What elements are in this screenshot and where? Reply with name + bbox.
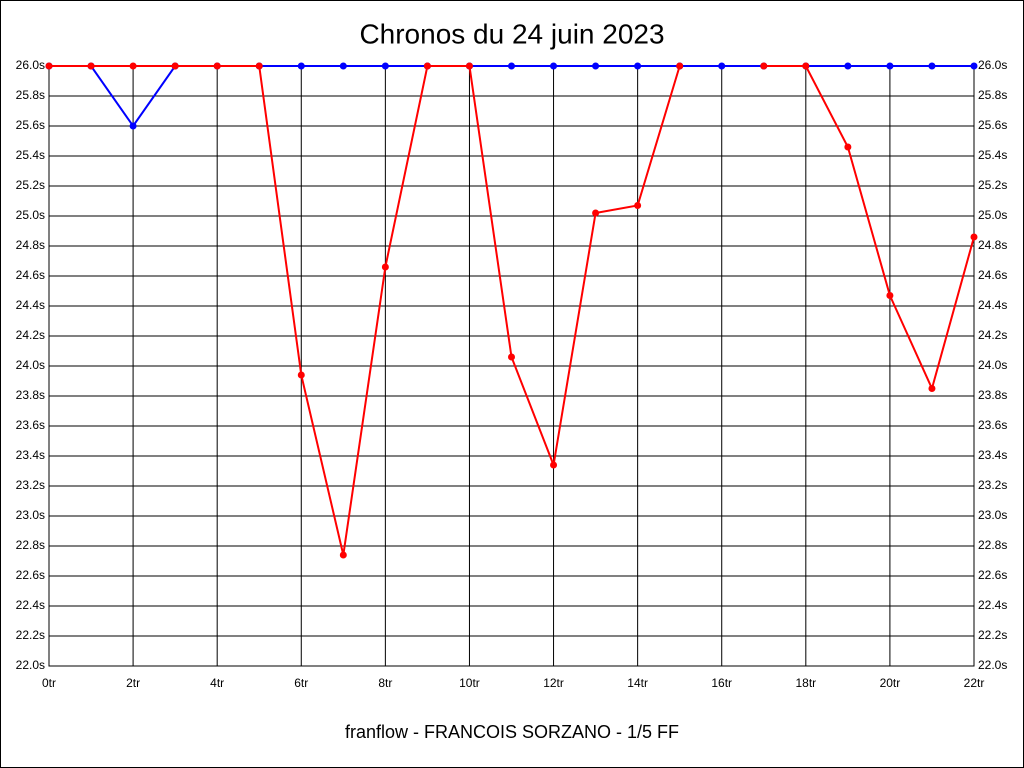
y2-tick-label: 25.0s bbox=[978, 208, 1007, 222]
y2-tick-label: 25.8s bbox=[978, 88, 1007, 102]
y2-tick-label: 24.2s bbox=[978, 328, 1007, 342]
x-tick-label: 20tr bbox=[880, 676, 901, 690]
y-tick-label: 24.8s bbox=[16, 238, 45, 252]
y-tick-label: 23.4s bbox=[16, 448, 45, 462]
y-tick-label: 23.6s bbox=[16, 418, 45, 432]
x-tick-label: 0tr bbox=[42, 676, 56, 690]
x-tick-label: 16tr bbox=[711, 676, 732, 690]
point bbox=[87, 62, 95, 70]
x-tick-label: 2tr bbox=[126, 676, 140, 690]
point bbox=[171, 62, 179, 70]
y2-tick-label: 23.4s bbox=[978, 448, 1007, 462]
y-tick-label: 24.2s bbox=[16, 328, 45, 342]
point bbox=[339, 62, 347, 70]
footer: franflow - FRANCOIS SORZANO - 1/5 FF bbox=[345, 722, 679, 742]
point bbox=[970, 233, 978, 241]
y-tick-label: 22.8s bbox=[16, 538, 45, 552]
point bbox=[844, 143, 852, 151]
point bbox=[886, 62, 894, 70]
y2-tick-label: 25.4s bbox=[978, 148, 1007, 162]
point bbox=[508, 353, 515, 361]
point bbox=[508, 62, 515, 70]
x-tick-label: 12tr bbox=[543, 676, 564, 690]
x-tick-label: 8tr bbox=[378, 676, 392, 690]
point bbox=[297, 371, 305, 379]
point bbox=[928, 385, 936, 392]
y2-tick-label: 23.8s bbox=[978, 388, 1007, 402]
y-tick-label: 25.6s bbox=[16, 118, 45, 132]
y2-tick-label: 22.8s bbox=[978, 538, 1007, 552]
point bbox=[592, 209, 600, 217]
y2-tick-label: 22.4s bbox=[978, 598, 1007, 612]
point bbox=[886, 292, 894, 299]
y2-tick-label: 24.8s bbox=[978, 238, 1007, 252]
y-tick-label: 23.0s bbox=[16, 508, 45, 522]
x-tick-label: 14tr bbox=[627, 676, 648, 690]
point bbox=[718, 62, 726, 70]
y-tick-label: 25.2s bbox=[16, 178, 45, 192]
y2-tick-label: 22.6s bbox=[978, 568, 1007, 582]
point bbox=[339, 551, 347, 559]
point bbox=[634, 62, 642, 70]
point bbox=[213, 62, 221, 70]
point bbox=[844, 62, 852, 70]
y2-tick-label: 26.0s bbox=[978, 58, 1007, 72]
y-tick-label: 23.2s bbox=[16, 478, 45, 492]
point bbox=[381, 263, 389, 271]
point bbox=[634, 202, 642, 209]
x-tick-label: 18tr bbox=[795, 676, 816, 690]
y2-tick-label: 23.2s bbox=[978, 478, 1007, 492]
y-tick-label: 25.4s bbox=[16, 148, 45, 162]
y-tick-label: 22.2s bbox=[16, 628, 45, 642]
chart-title: Chronos du 24 juin 2023 bbox=[359, 18, 664, 49]
point bbox=[928, 62, 936, 70]
y-tick-label: 24.6s bbox=[16, 268, 45, 282]
y2-tick-label: 24.4s bbox=[978, 298, 1007, 312]
point bbox=[45, 62, 53, 70]
point bbox=[423, 62, 431, 70]
point bbox=[297, 62, 305, 70]
y-tick-label: 24.4s bbox=[16, 298, 45, 312]
y2-tick-label: 23.6s bbox=[978, 418, 1007, 432]
y-tick-label: 24.0s bbox=[16, 358, 45, 372]
y-tick-label: 22.6s bbox=[16, 568, 45, 582]
x-tick-label: 6tr bbox=[294, 676, 308, 690]
x-tick-label: 10tr bbox=[459, 676, 480, 690]
point bbox=[760, 62, 768, 70]
y-tick-label: 25.0s bbox=[16, 208, 45, 222]
y2-tick-label: 23.0s bbox=[978, 508, 1007, 522]
y-tick-label: 23.8s bbox=[16, 388, 45, 402]
y2-tick-label: 24.6s bbox=[978, 268, 1007, 282]
point bbox=[592, 62, 600, 70]
point bbox=[550, 461, 558, 469]
point bbox=[676, 62, 684, 70]
x-tick-label: 22tr bbox=[964, 676, 985, 690]
point bbox=[465, 62, 473, 70]
y2-tick-label: 25.2s bbox=[978, 178, 1007, 192]
y-tick-label: 26.0s bbox=[16, 58, 45, 72]
x-tick-label: 4tr bbox=[210, 676, 224, 690]
point bbox=[802, 62, 810, 70]
point bbox=[129, 122, 137, 130]
y-tick-label: 22.0s bbox=[16, 658, 45, 672]
series-line bbox=[49, 65, 975, 556]
point bbox=[381, 62, 389, 70]
y2-tick-label: 22.2s bbox=[978, 628, 1007, 642]
point bbox=[129, 62, 137, 70]
y2-tick-label: 22.0s bbox=[978, 658, 1007, 672]
point bbox=[255, 62, 263, 70]
point bbox=[970, 62, 978, 70]
y-tick-label: 25.8s bbox=[16, 88, 45, 102]
y2-tick-label: 24.0s bbox=[978, 358, 1007, 372]
y-tick-label: 22.4s bbox=[16, 598, 45, 612]
y2-tick-label: 25.6s bbox=[978, 118, 1007, 132]
point bbox=[550, 62, 558, 70]
